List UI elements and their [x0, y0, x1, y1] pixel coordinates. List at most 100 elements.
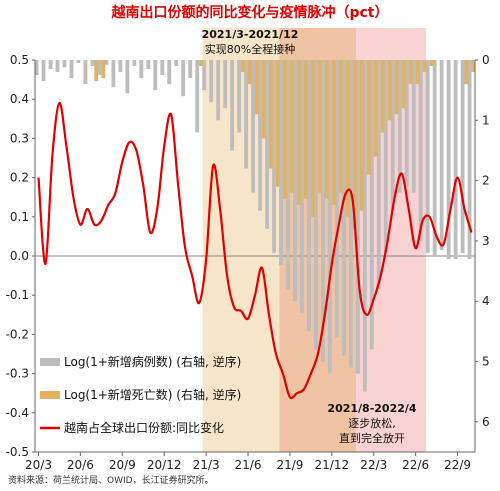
bar-cases-54 — [411, 60, 416, 193]
bar-deaths-56 — [429, 60, 434, 67]
bar-cases-62 — [467, 60, 472, 260]
bar-cases-43 — [334, 60, 339, 338]
bar-deaths-34 — [275, 60, 280, 187]
bar-deaths-9 — [101, 60, 106, 79]
bar-deaths-23 — [199, 60, 203, 67]
period-label-2-line-3: 直到完全放开 — [339, 431, 405, 445]
bar-cases-55 — [418, 60, 423, 241]
period-label-2-line-2: 逐步放松, — [348, 416, 396, 430]
axes: 0.5 0.4 0.3 0.2 0.1 0.0 -0.1 -0.2 -0.3 -0.4 -0.5 0 1… — [6, 53, 490, 472]
legend: Log(1+新增病例数) (右轴, 逆序) Log(1+新增死亡数) (右轴, 逆… — [40, 354, 241, 435]
x-tick-label: 21/6 — [235, 458, 262, 472]
legend-label-cases: Log(1+新增病例数) (右轴, 逆序) — [64, 354, 241, 369]
bar-cases-24 — [202, 60, 207, 91]
bar-cases-17 — [153, 60, 158, 91]
bar-cases-32 — [258, 60, 262, 211]
bar-cases-12 — [118, 60, 123, 73]
bar-cases-10 — [104, 60, 109, 65]
left-tick-label: -0.5 — [6, 445, 29, 459]
bar-deaths-39 — [310, 60, 315, 217]
bar-cases-9 — [97, 60, 102, 76]
bar-deaths-46 — [359, 60, 364, 211]
right-tick-label: 0 — [482, 53, 490, 67]
bar-cases-56 — [425, 60, 430, 253]
x-tick-label: 20/6 — [67, 458, 94, 472]
bar-deaths-40 — [317, 60, 322, 193]
bar-cases-7 — [83, 60, 88, 85]
bar-deaths-51 — [394, 60, 399, 115]
chart-title: 越南出口份额的同比变化与疫情脉冲（pct） — [110, 4, 388, 21]
bar-cases-23 — [195, 60, 200, 133]
bar-cases-46 — [355, 60, 360, 374]
period-label-1-line-2: 实现80%全程接种 — [205, 42, 295, 56]
right-tick-label: 2 — [482, 174, 490, 188]
bar-deaths-48 — [373, 60, 378, 157]
bar-cases-1 — [41, 60, 46, 82]
legend-swatch-deaths — [40, 391, 60, 399]
bar-deaths-44 — [345, 60, 350, 217]
bar-cases-25 — [209, 60, 214, 103]
bar-cases-33 — [265, 60, 269, 229]
legend-label-line: 越南占全球出口份额:同比变化 — [64, 420, 224, 435]
bar-cases-50 — [383, 60, 388, 253]
bar-cases-22 — [188, 60, 193, 79]
bar-deaths-8 — [94, 60, 99, 82]
bar-cases-58 — [439, 60, 444, 250]
bar-cases-44 — [341, 60, 346, 356]
x-tick-label: 20/12 — [147, 458, 182, 472]
bar-cases-13 — [125, 60, 130, 94]
bar-deaths-43 — [338, 60, 343, 193]
line-series — [37, 101, 473, 400]
bar-deaths-38 — [303, 60, 308, 199]
right-tick-label: 6 — [482, 415, 490, 429]
bar-deaths-32 — [261, 60, 266, 139]
left-tick-label: 0.0 — [10, 249, 29, 263]
bar-cases-5 — [69, 60, 74, 79]
bar-deaths-55 — [422, 60, 427, 73]
bar-deaths-33 — [268, 60, 273, 169]
bar-deaths-54 — [415, 60, 420, 85]
bar-cases-14 — [132, 60, 137, 67]
bar-deaths-47 — [366, 60, 371, 175]
x-tick-label: 21/9 — [276, 458, 303, 472]
bar-cases-48 — [369, 60, 374, 350]
x-tick-label: 20/3 — [25, 458, 52, 472]
legend-label-deaths: Log(1+新增死亡数) (右轴, 逆序) — [64, 387, 241, 402]
bar-cases-30 — [244, 60, 249, 169]
bar-cases-11 — [111, 60, 116, 88]
right-tick-label: 1 — [482, 113, 490, 127]
bar-cases-37 — [293, 60, 297, 302]
bar-cases-0 — [34, 60, 39, 76]
bar-deaths-62 — [471, 60, 476, 73]
bar-cases-8 — [90, 60, 95, 67]
bar-cases-26 — [216, 60, 221, 121]
series-line-export-share — [37, 101, 473, 400]
bar-cases-2 — [48, 60, 53, 70]
x-tick-label: 20/9 — [109, 458, 136, 472]
bar-deaths-29 — [241, 60, 245, 73]
bar-cases-39 — [307, 60, 311, 332]
bar-deaths-35 — [282, 60, 287, 199]
left-tick-label: 0.1 — [10, 210, 29, 224]
bar-cases-21 — [181, 60, 186, 97]
bar-cases-28 — [230, 60, 235, 151]
bar-cases-49 — [376, 60, 381, 290]
bar-cases-19 — [167, 60, 172, 85]
legend-swatch-cases — [40, 358, 60, 366]
bar-cases-3 — [55, 60, 60, 73]
bar-deaths-41 — [324, 60, 329, 199]
bar-deaths-61 — [464, 60, 469, 85]
bar-cases-36 — [286, 60, 290, 290]
right-tick-label: 3 — [482, 234, 490, 248]
bar-deaths-36 — [289, 60, 294, 193]
bars — [34, 60, 476, 392]
x-tick-label: 22/6 — [402, 458, 429, 472]
bar-deaths-31 — [255, 60, 259, 115]
bar-cases-38 — [300, 60, 304, 314]
left-tick-label: -0.1 — [6, 288, 29, 302]
bar-cases-35 — [279, 60, 283, 266]
bar-deaths-45 — [352, 60, 357, 229]
